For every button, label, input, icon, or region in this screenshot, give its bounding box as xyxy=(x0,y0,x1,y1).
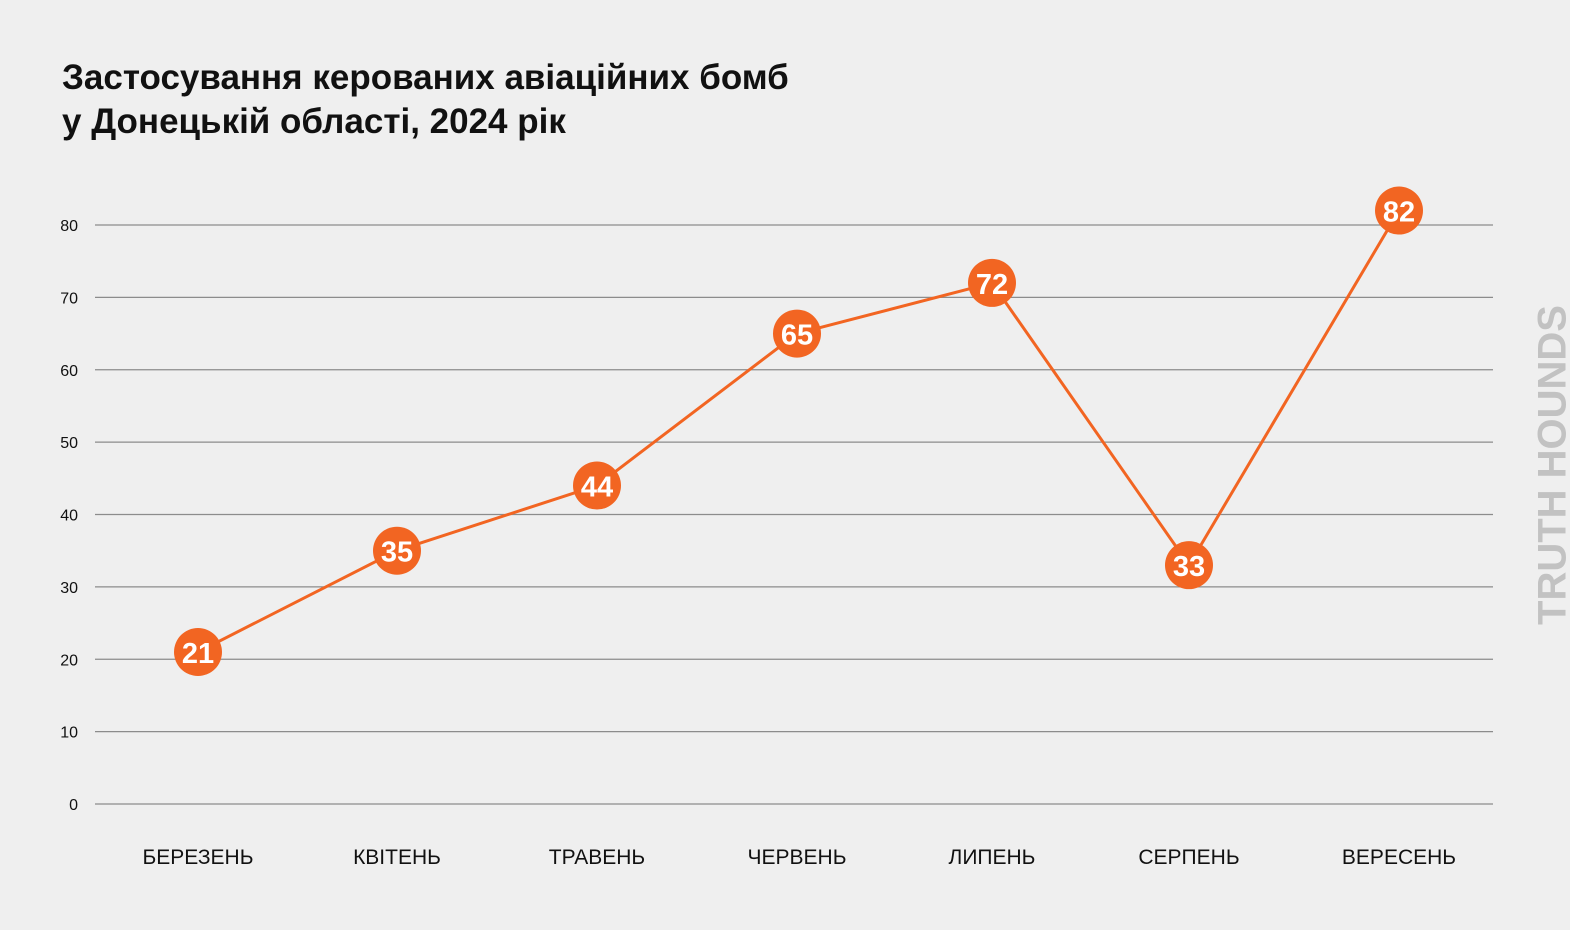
data-point-marker xyxy=(573,461,621,510)
x-tick-label: ЧЕРВЕНЬ xyxy=(748,846,847,869)
data-point-marker xyxy=(1375,186,1423,235)
x-tick-label: ВЕРЕСЕНЬ xyxy=(1342,846,1456,869)
chart-title-line-2: у Донецькій області, 2024 рік xyxy=(62,102,566,141)
y-tick-label: 60 xyxy=(60,363,78,380)
data-label: 44 xyxy=(581,472,613,504)
data-point-marker xyxy=(1165,541,1213,590)
series-line xyxy=(197,209,1401,654)
chart-title: Застосування керованих авіаційних бомб у… xyxy=(62,56,789,144)
y-tick-label: 40 xyxy=(60,508,78,525)
x-tick-label: ЛИПЕНЬ xyxy=(949,846,1036,869)
y-tick-label: 50 xyxy=(60,435,78,452)
y-tick-label: 70 xyxy=(60,290,78,307)
data-point-marker xyxy=(773,309,821,358)
data-point-marker xyxy=(373,526,421,575)
x-tick-label: БЕРЕЗЕНЬ xyxy=(143,846,254,869)
y-tick-label: 10 xyxy=(60,725,78,742)
data-label: 35 xyxy=(381,537,413,569)
data-label: 65 xyxy=(781,320,813,352)
x-tick-label: КВІТЕНЬ xyxy=(353,846,441,869)
watermark-logo: TRUTH HOUNDS xyxy=(1530,305,1570,625)
data-label: 72 xyxy=(976,269,1008,301)
y-tick-label: 20 xyxy=(60,652,78,669)
data-label: 33 xyxy=(1173,551,1205,583)
y-tick-label: 80 xyxy=(60,218,78,235)
y-tick-label: 30 xyxy=(60,580,78,597)
x-tick-label: СЕРПЕНЬ xyxy=(1138,846,1239,869)
data-label: 82 xyxy=(1383,197,1415,229)
data-label: 21 xyxy=(182,638,214,670)
data-point-marker xyxy=(174,628,222,677)
x-tick-label: ТРАВЕНЬ xyxy=(549,846,645,869)
data-point-marker xyxy=(968,258,1016,307)
chart-title-line-1: Застосування керованих авіаційних бомб xyxy=(62,58,789,97)
y-tick-label: 0 xyxy=(69,797,78,814)
